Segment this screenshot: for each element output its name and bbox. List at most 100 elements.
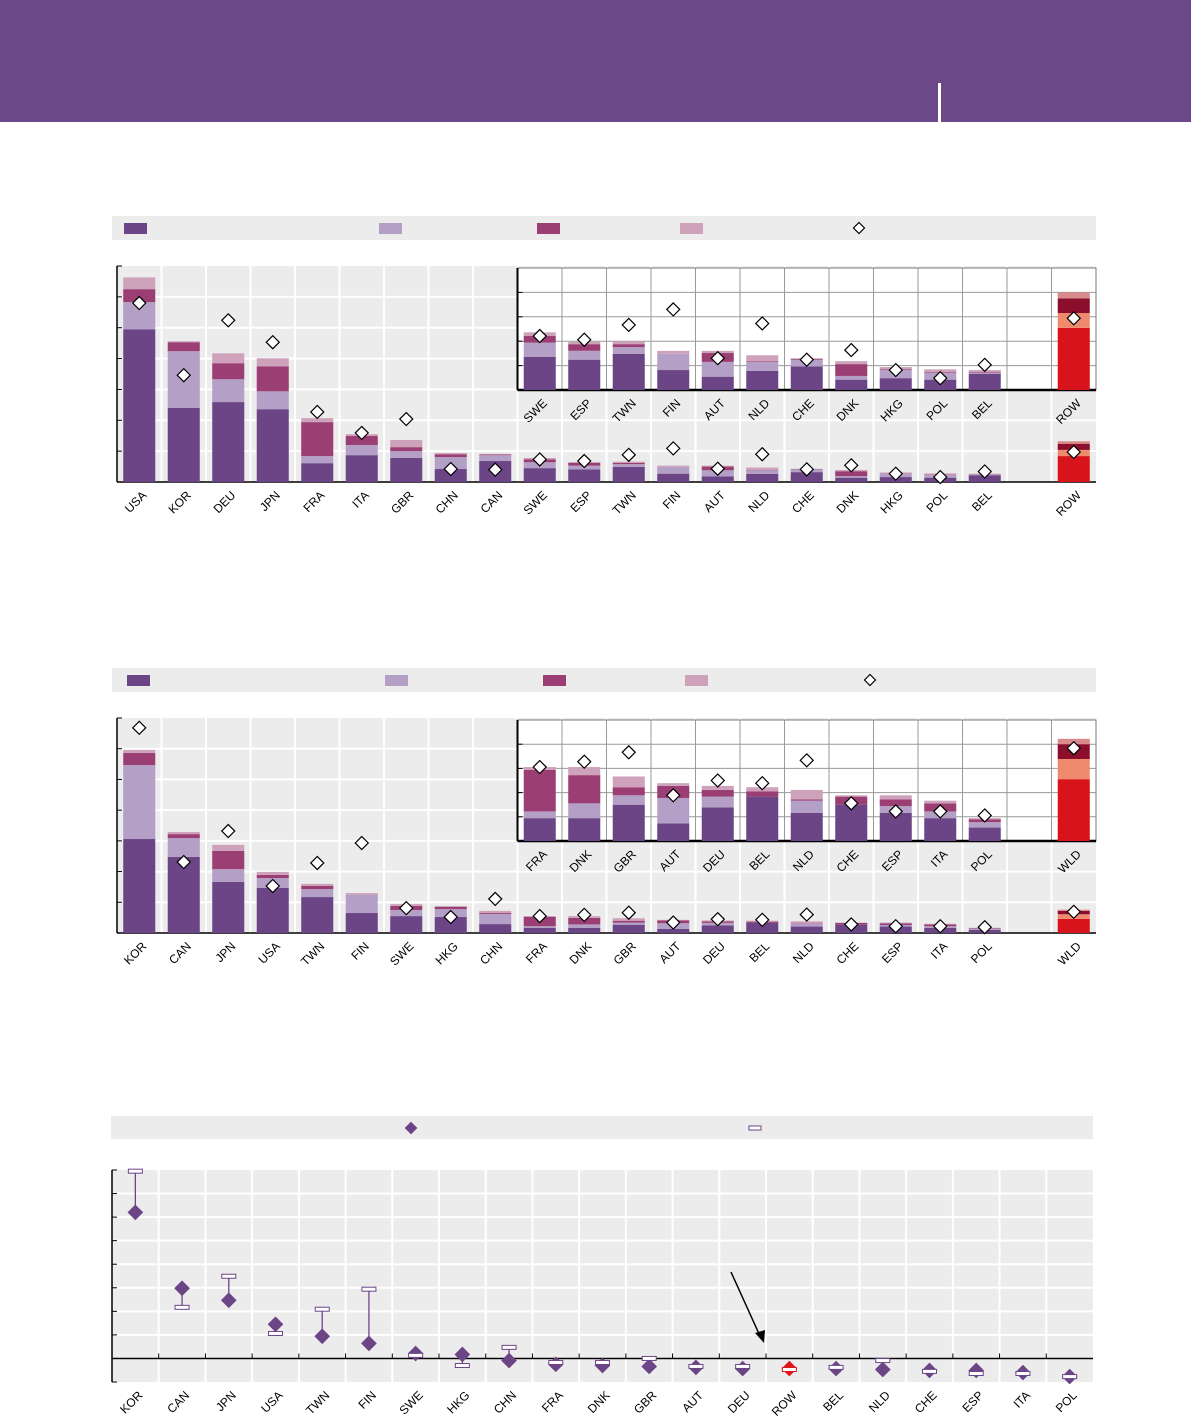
category-label: USA <box>122 488 149 515</box>
category-label: CAN <box>166 939 194 967</box>
bar-segment-row <box>1057 327 1090 390</box>
marker-swe <box>532 328 548 344</box>
bar-segment-bel <box>968 372 1001 373</box>
marker-twn <box>621 447 637 463</box>
bar-segment-deu <box>212 353 245 364</box>
diamond-gbr <box>641 1358 658 1375</box>
category-label: FIN <box>660 488 684 512</box>
bar-marker-jpn <box>221 1273 237 1279</box>
bar-segment-fra <box>301 463 334 482</box>
category-label: AUT <box>657 939 684 966</box>
bar-segment-deu <box>701 807 734 841</box>
category-label: CHE <box>834 939 862 967</box>
bar-segment-can <box>167 838 200 857</box>
bar-segment-nld <box>790 926 823 933</box>
diamond-jpn <box>220 1292 237 1309</box>
bar-segment-nld <box>790 799 823 801</box>
bar-segment-esp <box>879 799 912 807</box>
bar-segment-jpn <box>256 391 289 410</box>
marker-usa <box>131 295 147 311</box>
marker-fin <box>354 835 370 851</box>
bar-segment-nld <box>746 355 779 362</box>
bar-segment-swe <box>390 916 423 933</box>
bar-segment-dnk <box>568 775 601 804</box>
bar-segment-nld <box>790 812 823 841</box>
bar-segment-can <box>167 856 200 933</box>
category-label: HKG <box>444 1388 472 1416</box>
bar-segment-bel <box>746 922 779 933</box>
bar-segment-swe <box>523 356 556 390</box>
bar-segment-fin <box>657 466 690 474</box>
legend-marker-diamond <box>863 673 877 687</box>
category-label: KOR <box>121 939 150 968</box>
bar-segment-esp <box>568 344 601 351</box>
bar-marker-usa <box>268 1330 283 1336</box>
bar-segment-dnk <box>568 927 601 933</box>
bar-segment-gbr <box>390 457 423 482</box>
bar-segment-jpn <box>256 358 289 367</box>
marker-fin <box>665 441 681 456</box>
bar-segment-chn <box>434 454 467 458</box>
category-label: TWN <box>298 939 327 968</box>
marker-bel <box>754 912 770 928</box>
bar-segment-bel <box>746 796 779 841</box>
marker-deu <box>220 312 236 328</box>
category-label: CHN <box>433 488 461 516</box>
bar-segment-wld <box>1057 758 1090 780</box>
marker-pol <box>977 808 993 823</box>
bar-segment-hkg <box>434 917 467 933</box>
bar-segment-can <box>479 455 512 462</box>
bar-segment-twn <box>612 341 645 345</box>
marker-wld <box>1066 740 1082 756</box>
bar-segment-usa <box>123 289 156 303</box>
bar-segment-fin <box>657 465 690 467</box>
marker-usa <box>265 878 281 894</box>
marker-fra <box>532 908 548 924</box>
bar-segment-jpn <box>212 844 245 851</box>
bar-marker-chn <box>501 1344 517 1350</box>
bar-segment-can <box>479 453 512 455</box>
category-label: BEL <box>820 1388 846 1414</box>
marker-esp <box>888 804 904 819</box>
category-label: KOR <box>166 488 195 517</box>
bar-segment-fin <box>345 913 378 933</box>
bar-segment-twn <box>612 461 645 463</box>
bar-segment-dnk <box>568 818 601 841</box>
bar-segment-jpn <box>256 366 289 392</box>
legend-swatch <box>543 675 566 686</box>
category-label: DEU <box>700 939 728 967</box>
bar-segment-fra <box>301 418 334 423</box>
bar-segment-gbr <box>390 447 423 452</box>
marker-dnk <box>576 754 592 770</box>
bar-marker-can <box>174 1304 190 1310</box>
bar-marker-pol <box>1062 1374 1078 1380</box>
bar-segment-fin <box>657 350 690 354</box>
marker-wld <box>1066 904 1082 920</box>
marker-che <box>843 917 859 932</box>
bar-segment-wld <box>1057 779 1090 841</box>
bar-segment-kor <box>123 764 156 840</box>
bar-segment-twn <box>612 344 645 348</box>
bar-segment-deu <box>212 379 245 403</box>
category-label: DNK <box>567 939 595 967</box>
category-label: CHN <box>477 939 505 967</box>
marker-nld <box>799 752 815 768</box>
category-label: ITA <box>349 488 371 510</box>
bar-segment-bel <box>968 373 1001 390</box>
bar-segment-aut <box>657 823 690 841</box>
bar-marker-nld <box>875 1358 891 1364</box>
bar-segment-dnk <box>568 803 601 819</box>
category-label: JPN <box>213 1388 239 1414</box>
bar-segment-usa <box>256 871 289 875</box>
bar-segment-fra <box>523 769 556 812</box>
marker-can <box>176 854 192 870</box>
bar-segment-nld <box>746 473 779 482</box>
marker-pol <box>977 919 993 935</box>
marker-bel <box>977 357 993 373</box>
bar-segment-can <box>167 834 200 839</box>
bar-segment-che <box>835 795 868 797</box>
bar-segment-gbr <box>612 920 645 923</box>
bar-segment-row <box>1057 298 1090 314</box>
bar-segment-nld <box>746 361 779 362</box>
category-label: FIN <box>348 939 372 963</box>
